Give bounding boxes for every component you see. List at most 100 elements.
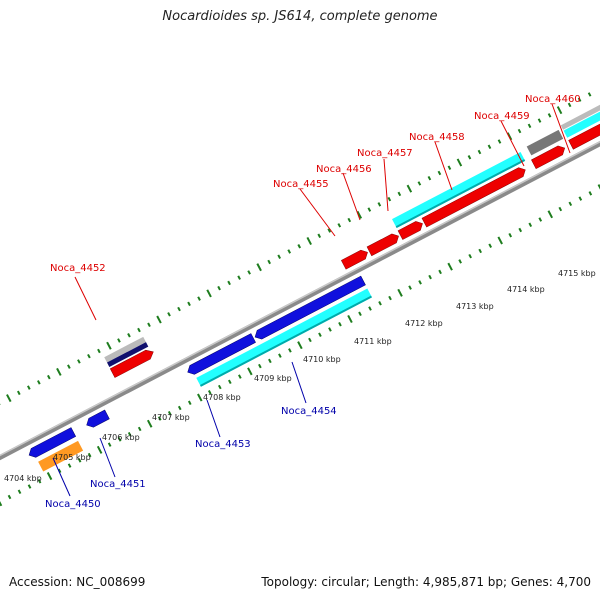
- tick-mark: [497, 236, 503, 245]
- tick-mark: [37, 479, 42, 484]
- reverse-gene-labels: Noca_4450 Noca_4451 Noca_4453 Noca_4454: [45, 406, 337, 510]
- label-noca-4452[interactable]: Noca_4452: [50, 263, 106, 274]
- label-noca-4456[interactable]: Noca_4456: [316, 164, 372, 175]
- tick-mark: [127, 333, 131, 338]
- tick-mark: [27, 484, 32, 489]
- tick-mark: [337, 223, 342, 228]
- label-noca-4459[interactable]: Noca_4459: [474, 111, 530, 122]
- gene-noca-4455[interactable]: [340, 248, 370, 270]
- gene-noca-4460-cyan[interactable]: [563, 102, 600, 138]
- gene-noca-4450-orange[interactable]: [38, 440, 84, 472]
- scale-label: 4708 kbp: [203, 393, 241, 402]
- gene-noca-4459[interactable]: [526, 129, 564, 156]
- tick-mark: [347, 314, 353, 324]
- tick-mark: [418, 280, 422, 285]
- gene-noca-4460-gray[interactable]: [560, 97, 600, 130]
- tick-mark: [587, 92, 592, 97]
- gene-noca-4457-cyan[interactable]: [392, 151, 526, 229]
- tick-mark: [187, 301, 191, 307]
- tick-mark: [458, 259, 462, 264]
- scale-label: 4707 kbp: [152, 413, 190, 422]
- gene-noca-4451[interactable]: [84, 409, 110, 430]
- tick-mark: [267, 259, 271, 265]
- gene-noca-4456[interactable]: [366, 232, 401, 257]
- tick-mark: [247, 270, 251, 275]
- label-noca-4457[interactable]: Noca_4457: [357, 148, 413, 159]
- gene-noca-4458[interactable]: [421, 165, 528, 228]
- tick-mark: [67, 364, 71, 369]
- tick-mark: [338, 322, 342, 327]
- tick-mark: [57, 468, 62, 474]
- gene-noca-4450[interactable]: [27, 427, 77, 460]
- gene-noca-4457[interactable]: [397, 219, 425, 240]
- tick-mark: [107, 442, 112, 447]
- tick-mark: [378, 301, 382, 306]
- tick-mark: [206, 289, 212, 298]
- tick-mark: [117, 338, 121, 343]
- label-noca-4460[interactable]: Noca_4460: [525, 94, 581, 105]
- tick-mark: [538, 217, 543, 222]
- tick-mark: [347, 217, 352, 223]
- tick-mark: [217, 285, 221, 291]
- tick-mark: [247, 367, 253, 376]
- tick-mark: [277, 254, 281, 259]
- tick-mark: [157, 416, 162, 421]
- gene-noca-4453[interactable]: [185, 333, 256, 377]
- tick-mark: [297, 244, 302, 249]
- tick-mark: [397, 288, 403, 297]
- tick-mark: [467, 155, 472, 160]
- tick-mark: [358, 311, 362, 317]
- label-noca-4455[interactable]: Noca_4455: [273, 179, 329, 190]
- tick-mark: [67, 463, 72, 468]
- scale-label: 4704 kbp: [4, 474, 42, 483]
- tick-mark: [477, 149, 482, 155]
- tick-mark: [356, 210, 363, 219]
- tick-mark: [468, 253, 472, 259]
- scale-label: 4711 kbp: [354, 337, 392, 346]
- tick-mark: [77, 458, 82, 463]
- tick-mark: [167, 410, 172, 416]
- gene-noca-4452[interactable]: [109, 347, 155, 378]
- tick-mark: [228, 379, 232, 385]
- tick-mark: [437, 170, 442, 176]
- callout-lines: [52, 103, 571, 497]
- tick-mark: [268, 358, 272, 364]
- gene-noca-4452-navy[interactable]: [107, 342, 149, 367]
- label-noca-4458[interactable]: Noca_4458: [409, 132, 465, 143]
- accession-text: Accession: NC_008699: [9, 575, 146, 589]
- tick-mark: [106, 341, 112, 350]
- forward-features: [104, 97, 600, 378]
- tick-mark: [227, 280, 231, 286]
- label-noca-4453[interactable]: Noca_4453: [195, 439, 251, 450]
- gene-noca-4459-red[interactable]: [531, 144, 567, 170]
- tick-mark: [177, 405, 182, 411]
- label-noca-4450[interactable]: Noca_4450: [45, 499, 101, 510]
- tick-mark: [317, 233, 322, 239]
- tick-mark: [547, 113, 552, 118]
- tick-mark: [97, 348, 101, 354]
- label-noca-4451[interactable]: Noca_4451: [90, 479, 146, 490]
- tick-mark: [17, 390, 21, 396]
- gene-noca-4454[interactable]: [253, 275, 366, 341]
- tick-mark: [117, 437, 122, 442]
- tick-mark: [288, 348, 292, 353]
- map-title: Nocardioides sp. JS614, complete genome: [162, 9, 438, 24]
- label-noca-4454[interactable]: Noca_4454: [281, 406, 337, 417]
- tick-mark: [588, 191, 593, 196]
- tick-mark: [7, 494, 12, 500]
- scale-label: 4713 kbp: [456, 302, 494, 311]
- gene-noca-4460[interactable]: [568, 107, 600, 150]
- forward-gene-labels: Noca_4452 Noca_4455 Noca_4456 Noca_4457 …: [50, 94, 581, 274]
- tick-mark: [328, 327, 332, 332]
- tick-mark: [6, 394, 12, 403]
- tick-mark: [488, 243, 493, 248]
- tick-mark: [87, 353, 91, 359]
- inner-tick-row: [0, 184, 600, 507]
- gene-noca-4452-gray[interactable]: [104, 336, 147, 363]
- tick-mark: [156, 315, 162, 324]
- tick-mark: [256, 263, 262, 272]
- tick-mark: [17, 489, 22, 494]
- gene-noca-4453-cyan[interactable]: [196, 288, 372, 387]
- tick-mark: [487, 144, 492, 150]
